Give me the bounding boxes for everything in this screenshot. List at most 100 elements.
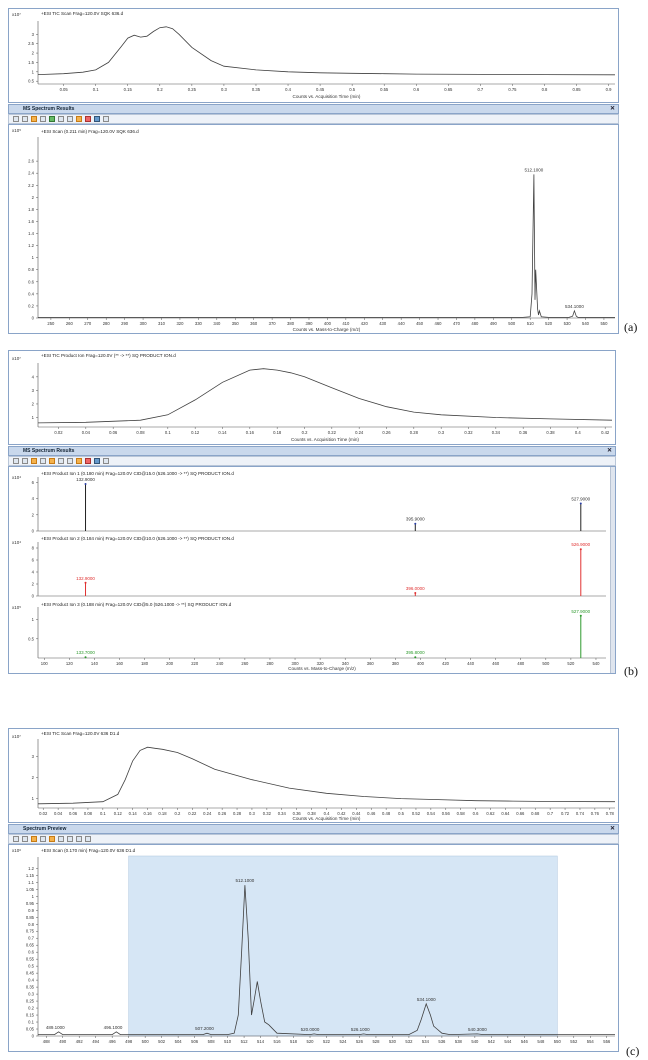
y-tick-label: 2.2 xyxy=(28,183,34,188)
zoom-icon[interactable] xyxy=(22,458,28,464)
peak-label: 520.0000 xyxy=(301,1027,320,1032)
x-tick-label: 410 xyxy=(342,321,350,326)
select-icon[interactable] xyxy=(40,116,46,122)
x-tick-label: 540 xyxy=(582,321,590,326)
x-tick-label: 320 xyxy=(176,321,184,326)
close-icon[interactable]: ✕ xyxy=(609,106,615,112)
x-tick-label: 0.1 xyxy=(165,430,171,435)
peak-label: 526.1000 xyxy=(351,1027,370,1032)
x-tick-label: 260 xyxy=(241,661,249,666)
x-tick-label: 522 xyxy=(323,1039,331,1044)
x-tick-label: 0.04 xyxy=(54,811,63,816)
x-tick-label: 540 xyxy=(592,661,600,666)
x-tick-label: 500 xyxy=(142,1039,150,1044)
panel-b-spectrum-frame xyxy=(8,466,616,674)
select-icon[interactable] xyxy=(40,836,46,842)
peak-label: 534.1000 xyxy=(565,304,584,309)
peak-label: 489.1000 xyxy=(46,1025,65,1030)
y-tick-label: 0.75 xyxy=(26,929,35,934)
autoscale-icon[interactable] xyxy=(31,458,37,464)
x-tick-label: 180 xyxy=(141,661,149,666)
chart-title: +ESI Product Ion 1 (0.180 min) Frag=120.… xyxy=(41,471,234,476)
mode-icon[interactable] xyxy=(76,116,82,122)
x-tick-label: 520 xyxy=(307,1039,315,1044)
autoscale-icon[interactable] xyxy=(31,836,37,842)
x-tick-label: 0.7 xyxy=(477,87,483,92)
y-tick-label: 2.6 xyxy=(28,159,34,164)
zoom-icon[interactable] xyxy=(22,836,28,842)
y-tick-label: 0.4 xyxy=(28,291,34,296)
x-tick-label: 548 xyxy=(537,1039,545,1044)
x-tick-label: 0.2 xyxy=(157,87,163,92)
peak-icon[interactable] xyxy=(49,836,55,842)
redo-icon[interactable] xyxy=(67,836,73,842)
close-icon[interactable]: ✕ xyxy=(609,826,615,832)
list-icon[interactable] xyxy=(94,458,100,464)
list-icon[interactable] xyxy=(94,116,100,122)
y-tick-label: 1.6 xyxy=(28,219,34,224)
y-tick-label: 1.2 xyxy=(28,243,34,248)
panel-c-header-title: Spectrum Preview xyxy=(23,826,67,832)
x-tick-label: 530 xyxy=(564,321,572,326)
peak-label: 496.1000 xyxy=(104,1025,123,1030)
pencil-icon[interactable] xyxy=(13,458,19,464)
y-tick-label: 2.4 xyxy=(28,171,34,176)
undo-icon[interactable] xyxy=(58,836,64,842)
label-icon[interactable] xyxy=(85,116,91,122)
y-tick-label: 0.5 xyxy=(28,964,34,969)
x-tick-label: 370 xyxy=(269,321,277,326)
x-tick-label: 360 xyxy=(367,661,375,666)
print-icon[interactable] xyxy=(103,116,109,122)
x-tick-label: 0.48 xyxy=(382,811,391,816)
x-tick-label: 0.06 xyxy=(69,811,78,816)
x-tick-label: 300 xyxy=(140,321,148,326)
x-tick-label: 0.15 xyxy=(124,87,133,92)
x-tick-label: 0.14 xyxy=(129,811,138,816)
panel-b-tic-frame xyxy=(8,350,616,445)
x-tick-label: 400 xyxy=(417,661,425,666)
mode-icon[interactable] xyxy=(76,836,82,842)
peak-label: 534.1000 xyxy=(417,997,436,1002)
undo-icon[interactable] xyxy=(58,458,64,464)
y-tick-label: 1 xyxy=(32,69,35,74)
autoscale-icon[interactable] xyxy=(31,116,37,122)
x-tick-label: 380 xyxy=(392,661,400,666)
x-tick-label: 0.05 xyxy=(60,87,69,92)
list-icon[interactable] xyxy=(85,836,91,842)
y-tick-label: 2 xyxy=(32,401,35,406)
print-icon[interactable] xyxy=(103,458,109,464)
zoom-icon[interactable] xyxy=(22,116,28,122)
a_ms-chart xyxy=(36,137,615,320)
peak-label: 132.9000 xyxy=(76,576,95,581)
x-tick-label: 0.76 xyxy=(591,811,600,816)
mode-icon[interactable] xyxy=(76,458,82,464)
pencil-icon[interactable] xyxy=(13,116,19,122)
y-tick-label: 0.5 xyxy=(28,636,34,641)
peak-label: 395.8000 xyxy=(406,650,425,655)
undo-icon[interactable] xyxy=(58,116,64,122)
x-tick-label: 0.42 xyxy=(337,811,346,816)
x-tick-label: 500 xyxy=(542,661,550,666)
x-tick-label: 0.8 xyxy=(542,87,548,92)
redo-icon[interactable] xyxy=(67,116,73,122)
y-tick-label: 0.65 xyxy=(26,943,35,948)
panel-b-scrollbar[interactable] xyxy=(610,467,615,673)
x-tick-label: 0.7 xyxy=(547,811,553,816)
close-icon[interactable]: ✕ xyxy=(606,448,612,454)
x-tick-label: 0.18 xyxy=(158,811,167,816)
x-tick-label: 480 xyxy=(471,321,479,326)
x-tick-label: 0.78 xyxy=(606,811,615,816)
y-tick-label: 6 xyxy=(32,480,35,485)
select-icon[interactable] xyxy=(40,458,46,464)
label-icon[interactable] xyxy=(85,458,91,464)
x-tick-label: 0.36 xyxy=(293,811,302,816)
y-tick-label: 2 xyxy=(32,51,35,56)
x-tick-label: 0.06 xyxy=(109,430,118,435)
redo-icon[interactable] xyxy=(67,458,73,464)
panel-a-label: (a) xyxy=(624,320,638,334)
x-tick-label: 0.16 xyxy=(246,430,255,435)
x-tick-label: 0.5 xyxy=(349,87,355,92)
pencil-icon[interactable] xyxy=(13,836,19,842)
peak-icon[interactable] xyxy=(49,458,55,464)
peak-icon[interactable] xyxy=(49,116,55,122)
